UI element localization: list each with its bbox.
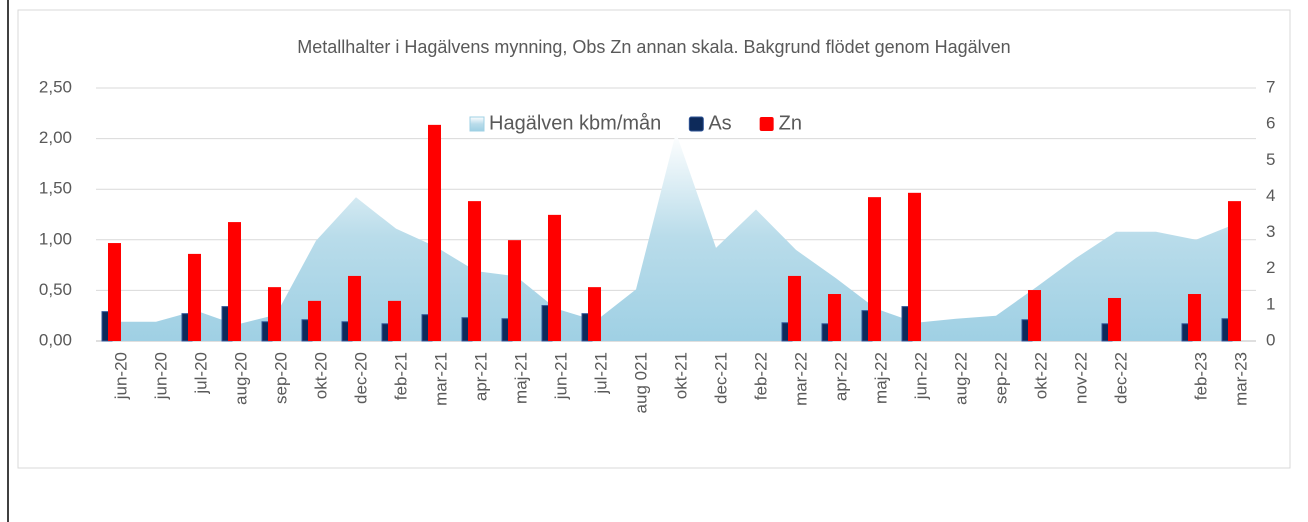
x-tick-label: okt-21 [671, 352, 690, 399]
bar [268, 287, 281, 341]
y-tick-label: 0,00 [39, 330, 72, 349]
x-tick-label: okt-20 [311, 352, 330, 399]
x-tick-label: maj-21 [511, 352, 530, 404]
x-tick-label: feb-22 [751, 352, 770, 400]
y2-tick-label: 1 [1266, 294, 1275, 313]
y-tick-label: 0,50 [39, 280, 72, 299]
x-tick-label: aug 021 [631, 352, 650, 413]
bar [548, 214, 561, 341]
legend-label: As [708, 112, 731, 134]
x-tick-label: nov-22 [1071, 352, 1090, 404]
bar [308, 300, 321, 341]
y-tick-label: 2,00 [39, 128, 72, 147]
x-tick-label: dec-21 [711, 352, 730, 404]
bar [508, 240, 521, 341]
x-tick-label: dec-22 [1111, 352, 1130, 404]
bar [908, 192, 921, 341]
x-tick-label: sep-20 [271, 352, 290, 404]
x-tick-label: jul-21 [591, 352, 610, 395]
x-tick-label: aug-22 [951, 352, 970, 405]
bar [388, 300, 401, 341]
bar [348, 275, 361, 341]
x-tick-label: jun-20 [111, 352, 130, 400]
bar [828, 294, 841, 341]
bar [428, 124, 441, 341]
bar [1188, 294, 1201, 341]
legend-swatch [688, 116, 704, 132]
x-tick-label: sep-22 [991, 352, 1010, 404]
x-tick-label: mar-23 [1231, 352, 1250, 406]
area [116, 132, 1236, 341]
x-tick-label: jun-20 [151, 352, 170, 400]
y2-tick-label: 7 [1266, 77, 1275, 96]
bar [108, 243, 121, 341]
y-tick-label: 1,50 [39, 179, 72, 198]
legend-swatch [759, 117, 774, 131]
bar [228, 222, 241, 341]
bar [468, 201, 481, 341]
bar [1228, 201, 1241, 341]
y2-tick-label: 3 [1266, 222, 1275, 241]
x-tick-label: mar-22 [791, 352, 810, 406]
x-tick-label: feb-21 [391, 352, 410, 400]
x-tick-label: mar-21 [431, 352, 450, 406]
x-tick-label: feb-23 [1191, 352, 1210, 400]
x-tick-label: dec-20 [351, 352, 370, 404]
x-tick-label: aug-20 [231, 352, 250, 405]
bar [788, 275, 801, 341]
y2-tick-label: 0 [1266, 330, 1275, 349]
y2-tick-label: 6 [1266, 114, 1275, 133]
x-tick-label: apr-21 [471, 352, 490, 401]
bar [1028, 290, 1041, 341]
bar [868, 197, 881, 341]
x-tick-label: jun-21 [551, 352, 570, 400]
bar [588, 287, 601, 341]
y2-tick-label: 2 [1266, 258, 1275, 277]
x-tick-label: jun-22 [911, 352, 930, 400]
x-tick-label: maj-22 [871, 352, 890, 404]
bar [1108, 297, 1121, 341]
y2-tick-label: 4 [1266, 186, 1275, 205]
y-tick-label: 1,00 [39, 229, 72, 248]
chart-title: Metallhalter i Hagälvens mynning, Obs Zn… [297, 37, 1010, 57]
x-tick-label: jul-20 [191, 352, 210, 395]
legend-label: Zn [779, 112, 802, 134]
y-tick-label: 2,50 [39, 77, 72, 96]
legend-swatch [469, 116, 485, 132]
x-tick-label: okt-22 [1031, 352, 1050, 399]
legend-label: Hagälven kbm/mån [489, 112, 661, 134]
x-tick-label: apr-22 [831, 352, 850, 401]
bar [188, 253, 201, 341]
y2-tick-label: 5 [1266, 150, 1275, 169]
